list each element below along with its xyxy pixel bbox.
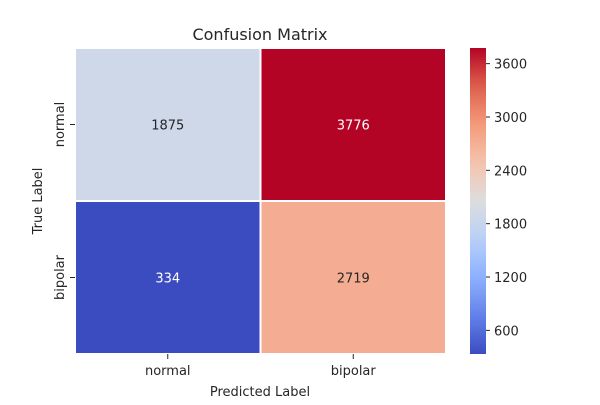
cell-value-1-1: 2719 xyxy=(337,272,370,287)
colorbar-tick-label: 3600 xyxy=(494,58,527,73)
colorbar-tick-label: 1800 xyxy=(494,218,527,233)
heatmap-cells xyxy=(74,47,447,355)
heatmap-cell-1-1 xyxy=(259,200,447,355)
cell-value-0-1: 3776 xyxy=(337,119,370,134)
colorbar: 600 1200 1800 2400 3000 3600 xyxy=(470,48,527,354)
cell-value-1-0: 334 xyxy=(155,272,180,287)
chart-title: Confusion Matrix xyxy=(192,25,327,44)
y-tick-label: normal xyxy=(53,102,68,148)
y-axis-label: True Label xyxy=(31,168,46,236)
heatmap-cell-1-0 xyxy=(74,200,262,355)
x-tick-label: bipolar xyxy=(331,364,377,379)
cell-value-0-0: 1875 xyxy=(151,119,184,134)
y-axis-ticks: normal bipolar xyxy=(53,102,75,300)
colorbar-tick-label: 2400 xyxy=(494,164,527,179)
colorbar-tick-label: 3000 xyxy=(494,111,527,126)
x-axis-ticks: normal bipolar xyxy=(145,354,376,379)
x-axis-label: Predicted Label xyxy=(210,385,310,400)
y-tick-label: bipolar xyxy=(53,254,68,300)
heatmap-annotations: 1875 3776 334 2719 xyxy=(151,119,370,287)
colorbar-tick-label: 600 xyxy=(494,324,519,339)
colorbar-tick-label: 1200 xyxy=(494,271,527,286)
x-tick-label: normal xyxy=(145,364,191,379)
colorbar-gradient xyxy=(470,48,486,354)
heatmap-cell-0-0 xyxy=(74,47,262,202)
heatmap-cell-0-1 xyxy=(259,47,447,202)
